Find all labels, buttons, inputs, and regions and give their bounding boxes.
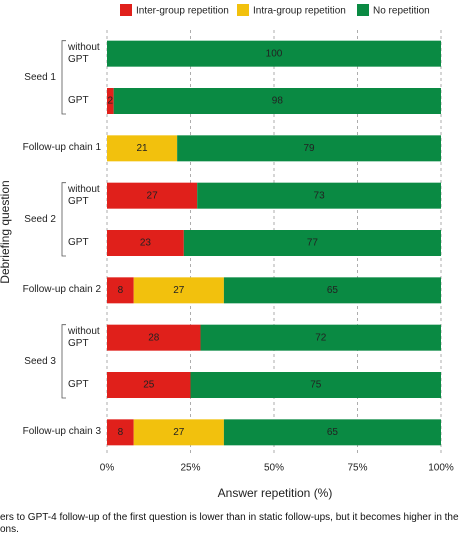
data-label: 98 [272, 96, 284, 107]
y-tick-label: without GPT [68, 183, 100, 207]
bar-segment [107, 182, 198, 209]
y-tick-label: without GPT [68, 41, 100, 65]
bar-segment [107, 372, 191, 398]
y-tick-label: GPT [68, 95, 89, 106]
bar-segment [197, 182, 441, 209]
bar-segment [107, 40, 441, 67]
bar-segment [107, 277, 134, 304]
bar-segment [107, 419, 134, 446]
legend-label: No repetition [373, 6, 430, 17]
data-label: 77 [307, 238, 319, 249]
y-tick-label: Follow-up chain 2 [22, 284, 101, 296]
bar-segment [133, 419, 224, 446]
x-tick-label: 100% [428, 463, 454, 474]
data-label: 72 [315, 332, 327, 343]
data-label: 8 [118, 427, 124, 438]
y-tick-label: Follow-up chain 3 [22, 426, 101, 438]
bar-segment [177, 135, 441, 162]
data-label: 8 [118, 285, 124, 296]
data-label: 25 [143, 380, 155, 391]
x-tick-label: 25% [180, 463, 200, 474]
data-label: 73 [314, 190, 326, 201]
group-bracket [61, 324, 66, 399]
x-tick-label: 50% [264, 463, 284, 474]
data-label: 28 [148, 332, 160, 343]
group-bracket [61, 40, 66, 115]
bar-segment [223, 419, 441, 446]
legend-swatch [237, 4, 249, 16]
bar-segment [107, 88, 114, 114]
y-tick-label: Follow-up chain 1 [22, 142, 101, 154]
group-label: Seed 1 [24, 72, 56, 83]
bar-segment [107, 324, 201, 351]
y-tick-label: GPT [68, 379, 89, 390]
data-label: 2 [108, 96, 114, 107]
y-tick-label: without GPT [68, 325, 100, 349]
caption: ons. [0, 524, 19, 535]
bar-segment [200, 324, 441, 351]
legend-label: Intra-group repetition [253, 6, 346, 17]
x-tick-label: 0% [100, 463, 115, 474]
legend-swatch [357, 4, 369, 16]
x-tick-label: 75% [347, 463, 367, 474]
bar-segment [107, 135, 178, 162]
bar-segment [113, 88, 442, 114]
bar-segment [133, 277, 224, 304]
data-label: 65 [327, 427, 339, 438]
data-label: 65 [327, 285, 339, 296]
data-label: 79 [304, 143, 316, 154]
group-label: Seed 3 [24, 356, 56, 367]
legend-swatch [120, 4, 132, 16]
data-label: 100 [266, 48, 283, 59]
data-label: 23 [140, 238, 152, 249]
bar-segment [190, 372, 441, 398]
y-tick-label: GPT [68, 237, 89, 248]
bar-segment [223, 277, 441, 304]
legend-label: Inter-group repetition [136, 6, 229, 17]
group-bracket [61, 182, 66, 257]
data-label: 27 [147, 190, 159, 201]
data-label: 75 [310, 380, 322, 391]
x-axis-label: Answer repetition (%) [218, 486, 333, 500]
group-label: Seed 2 [24, 214, 56, 225]
bar-segment [107, 230, 184, 256]
data-label: 21 [137, 143, 149, 154]
caption: ers to GPT-4 follow-up of the first ques… [0, 512, 461, 523]
y-axis-label: Debriefing question [0, 180, 12, 283]
bar-segment [183, 230, 441, 256]
data-label: 27 [173, 285, 185, 296]
data-label: 27 [173, 427, 185, 438]
